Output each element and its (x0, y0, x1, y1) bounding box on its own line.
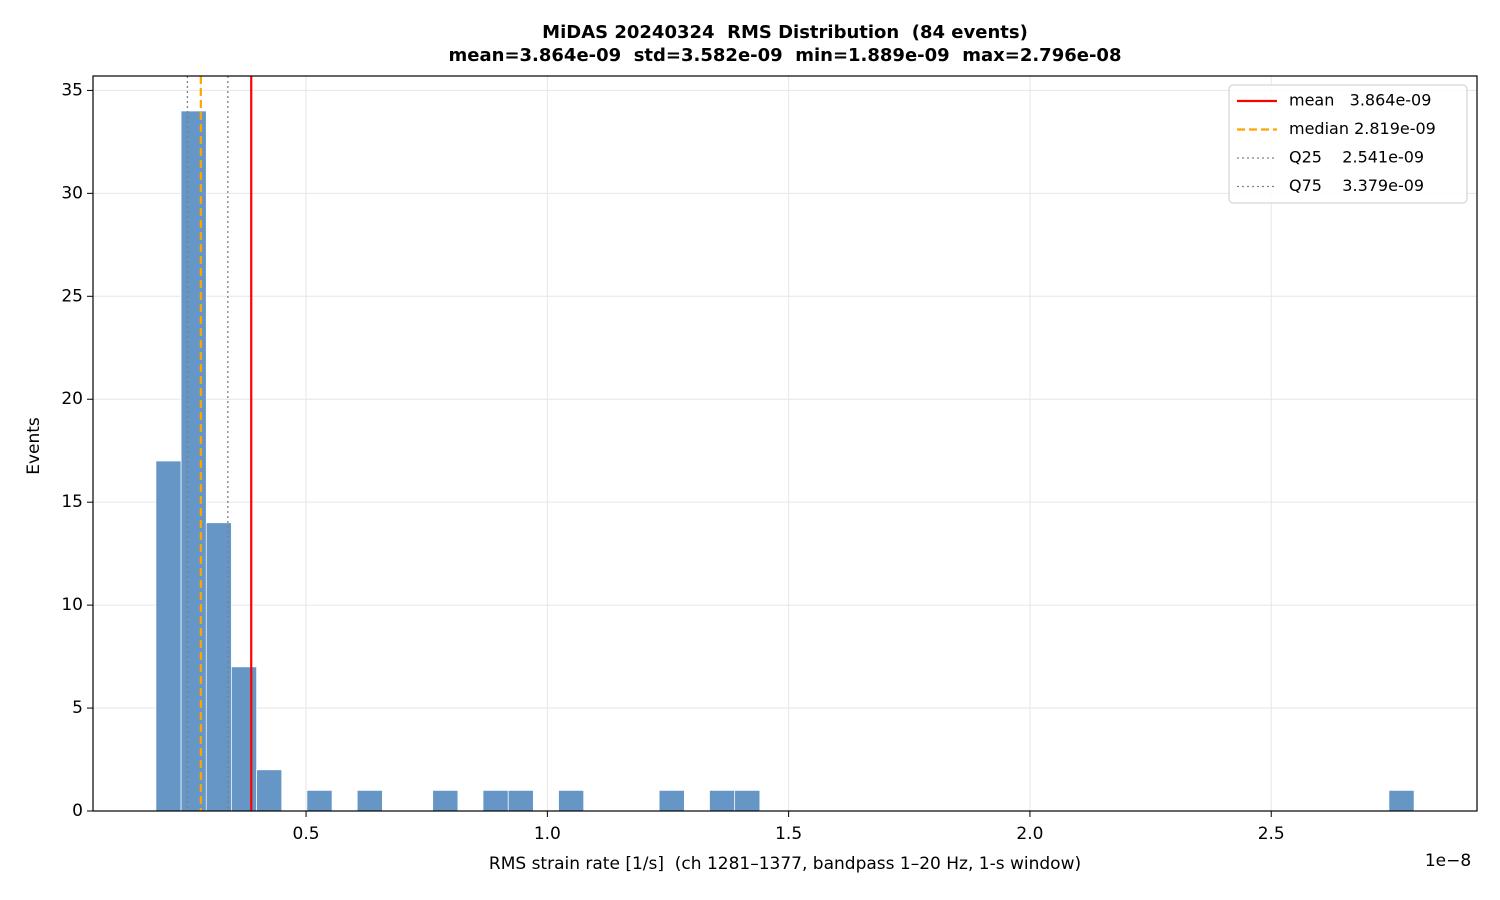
y-tick-label: 25 (61, 286, 83, 306)
y-tick-label: 0 (72, 801, 83, 821)
x-tick-label: 2.5 (1258, 824, 1285, 844)
chart-title: MiDAS 20240324 RMS Distribution (84 even… (542, 22, 1028, 43)
x-tick-label: 1.0 (534, 824, 561, 844)
y-tick-label: 15 (61, 492, 83, 512)
plot-frame (92, 75, 1478, 812)
x-tick-label: 0.5 (293, 824, 320, 844)
y-tick-label: 5 (72, 698, 83, 718)
bar (507, 790, 534, 812)
bar (1388, 790, 1415, 812)
x-tick-label: 2.0 (1016, 824, 1043, 844)
bar (658, 790, 685, 812)
bar (256, 769, 283, 812)
legend-box (1228, 84, 1468, 204)
y-axis-label: Events (24, 417, 44, 475)
y-tick-label: 10 (61, 595, 83, 615)
bar (482, 790, 509, 812)
bar (734, 790, 761, 812)
y-tick-label: 35 (61, 80, 83, 100)
bar (306, 790, 333, 812)
x-tick-label: 1.5 (775, 824, 802, 844)
bar (356, 790, 383, 812)
bar (432, 790, 459, 812)
legend-label: Q75 3.379e-09 (1289, 176, 1424, 195)
legend-label: Q25 2.541e-09 (1289, 148, 1424, 167)
legend-label: mean 3.864e-09 (1289, 91, 1431, 110)
bar (231, 666, 257, 812)
x-axis-label: RMS strain rate [1/s] (ch 1281–1377, ban… (489, 854, 1081, 874)
y-tick-label: 30 (61, 183, 83, 203)
legend-label: median 2.819e-09 (1289, 119, 1436, 138)
y-tick-label: 20 (61, 389, 83, 409)
bar (180, 110, 207, 812)
bar (558, 790, 585, 812)
bar (155, 460, 182, 812)
chart-subtitle: mean=3.864e-09 std=3.582e-09 min=1.889e-… (449, 45, 1122, 66)
bar (709, 790, 736, 812)
x-offset-label: 1e−8 (1425, 851, 1471, 871)
